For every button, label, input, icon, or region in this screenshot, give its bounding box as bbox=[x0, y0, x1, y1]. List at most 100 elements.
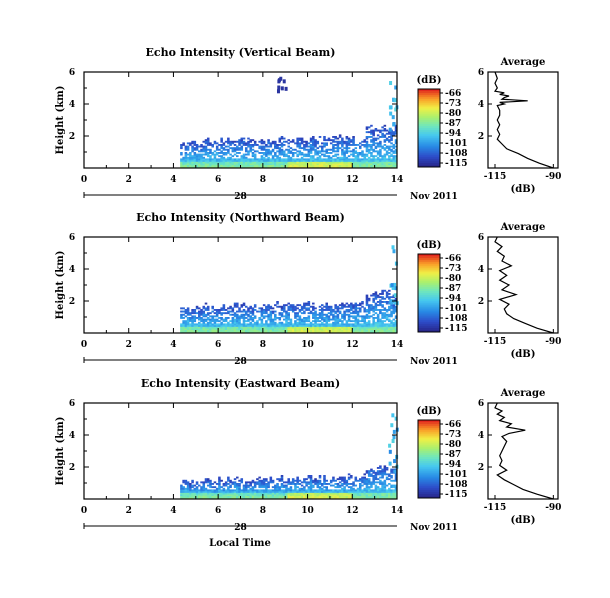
colorbar-segment bbox=[418, 320, 440, 323]
colorbar-tick-label: -115 bbox=[445, 490, 468, 500]
colorbar-segment bbox=[418, 496, 440, 499]
colorbar-tick-label: -94 bbox=[445, 294, 461, 304]
date-day: 28 bbox=[234, 357, 247, 367]
colorbar-segment bbox=[418, 92, 440, 96]
profile-y-tick-label: 2 bbox=[478, 132, 484, 142]
colorbar-segment bbox=[418, 488, 440, 491]
date-label: Nov 2011 bbox=[410, 523, 458, 533]
colorbar-segment bbox=[418, 462, 440, 466]
colorbar-tick-label: -66 bbox=[445, 254, 461, 264]
colorbar-segment bbox=[418, 482, 440, 485]
colorbar-segment bbox=[418, 289, 440, 292]
colorbar-segment bbox=[418, 116, 440, 119]
profile-x-tick-label: -115 bbox=[484, 337, 507, 347]
colorbar-segment bbox=[418, 104, 440, 107]
colorbar-segment bbox=[418, 98, 440, 102]
colorbar-segment bbox=[418, 449, 440, 452]
panel-title: Echo Intensity (Northward Beam) bbox=[136, 211, 345, 224]
colorbar-segment bbox=[418, 165, 440, 168]
colorbar-tick-label: -101 bbox=[445, 139, 468, 149]
colorbar-segment bbox=[418, 492, 440, 495]
x-tick-label: 6 bbox=[215, 175, 221, 185]
colorbar-segment bbox=[418, 257, 440, 261]
colorbar-segment bbox=[418, 291, 440, 294]
colorbar-segment bbox=[418, 328, 440, 331]
colorbar-tick-label: -108 bbox=[445, 314, 468, 324]
colorbar-segment bbox=[418, 494, 440, 497]
colorbar-segment bbox=[418, 108, 440, 111]
x-tick-label: 0 bbox=[81, 175, 87, 185]
colorbar bbox=[418, 89, 440, 168]
profile-x-tick-label: -90 bbox=[545, 503, 561, 513]
colorbar-segment bbox=[418, 161, 440, 164]
colorbar-segment bbox=[418, 457, 440, 460]
profile-title: Average bbox=[500, 57, 546, 68]
colorbar-segment bbox=[418, 126, 440, 129]
colorbar-segment bbox=[418, 310, 440, 313]
colorbar-segment bbox=[418, 277, 440, 280]
profile-x-label: (dB) bbox=[511, 349, 536, 360]
profile-y-tick-label: 6 bbox=[478, 68, 484, 78]
colorbar-segment bbox=[418, 480, 440, 483]
colorbar-segment bbox=[418, 255, 440, 259]
x-tick-label: 14 bbox=[391, 506, 404, 516]
colorbar-segment bbox=[418, 427, 440, 431]
colorbar-segment bbox=[418, 484, 440, 487]
colorbar-segment bbox=[418, 120, 440, 123]
colorbar-tick-label: -94 bbox=[445, 129, 461, 139]
colorbar-tick-label: -87 bbox=[445, 284, 461, 294]
colorbar-tick-label: -101 bbox=[445, 304, 468, 314]
colorbar-segment bbox=[418, 124, 440, 127]
profile-title: Average bbox=[500, 222, 546, 233]
colorbar-segment bbox=[418, 143, 440, 146]
colorbar-segment bbox=[418, 423, 440, 427]
colorbar-segment bbox=[418, 94, 440, 98]
colorbar-segment bbox=[418, 308, 440, 311]
colorbar-tick-label: -73 bbox=[445, 99, 461, 109]
profile-y-tick-label: 6 bbox=[478, 399, 484, 409]
colorbar-segment bbox=[418, 316, 440, 319]
profile-y-tick-label: 2 bbox=[478, 463, 484, 473]
colorbar-segment bbox=[418, 128, 440, 131]
colorbar bbox=[418, 254, 440, 333]
y-tick-label: 2 bbox=[69, 132, 75, 142]
colorbar-segment bbox=[418, 137, 440, 141]
colorbar-segment bbox=[418, 269, 440, 272]
colorbar-segment bbox=[418, 90, 440, 94]
colorbar-tick-label: -80 bbox=[445, 109, 461, 119]
colorbar-tick-label: -108 bbox=[445, 149, 468, 159]
colorbar-segment bbox=[418, 470, 440, 474]
echo-field bbox=[180, 245, 399, 334]
colorbar-segment bbox=[418, 265, 440, 269]
colorbar-tick-label: -80 bbox=[445, 274, 461, 284]
echo-panel-2: Echo Intensity (Northward Beam) 2 4 6 0 2 4 6 8 1… bbox=[55, 211, 561, 367]
y-tick-label: 2 bbox=[69, 297, 75, 307]
colorbar-segment bbox=[418, 472, 440, 475]
colorbar-tick-label: -80 bbox=[445, 440, 461, 450]
colorbar-segment bbox=[418, 447, 440, 450]
x-tick-label: 10 bbox=[301, 175, 314, 185]
y-tick-label: 4 bbox=[69, 100, 75, 110]
colorbar-segment bbox=[418, 425, 440, 429]
x-axis-label: Local Time bbox=[209, 538, 271, 549]
y-tick-label: 6 bbox=[69, 399, 75, 409]
y-tick-label: 4 bbox=[69, 431, 75, 441]
colorbar-frame bbox=[417, 253, 441, 333]
x-tick-label: 14 bbox=[391, 340, 404, 350]
colorbar-unit: (dB) bbox=[417, 240, 442, 251]
colorbar-segment bbox=[418, 459, 440, 462]
colorbar-segment bbox=[418, 468, 440, 472]
colorbar-segment bbox=[418, 287, 440, 290]
colorbar-segment bbox=[418, 263, 440, 267]
colorbar-segment bbox=[418, 110, 440, 113]
colorbar-tick-label: -115 bbox=[445, 159, 468, 169]
date-label: Nov 2011 bbox=[410, 357, 458, 367]
profile-y-tick-label: 4 bbox=[478, 100, 484, 110]
colorbar-segment bbox=[418, 133, 440, 137]
x-tick-label: 10 bbox=[301, 506, 314, 516]
profile-frame bbox=[487, 71, 559, 169]
x-tick-label: 4 bbox=[170, 506, 176, 516]
panel-title: Echo Intensity (Vertical Beam) bbox=[145, 46, 335, 59]
colorbar-segment bbox=[418, 478, 440, 481]
